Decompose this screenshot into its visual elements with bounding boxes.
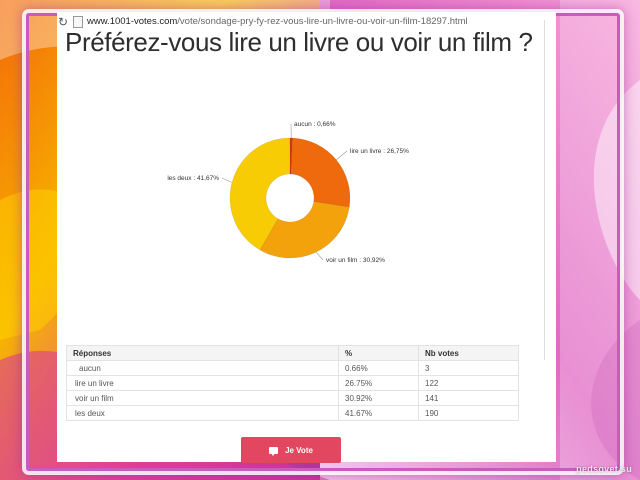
vote-button-label: Je Vote <box>285 445 313 455</box>
slice-label: lire un livre : 26,75% <box>350 148 409 155</box>
table-row: les deux 41.67% 190 <box>66 405 519 421</box>
header-votes: Nb votes <box>418 345 519 361</box>
slice-label: aucun : 0,66% <box>294 121 336 128</box>
slice-aucun <box>289 137 293 175</box>
cell-answer: lire un livre <box>66 375 339 391</box>
cell-percent: 41.67% <box>338 405 419 421</box>
leader-line <box>221 177 233 183</box>
cell-percent: 30.92% <box>338 390 419 406</box>
slice-voir-un-film <box>259 201 350 259</box>
reload-icon[interactable]: ↻ <box>58 15 69 29</box>
url-host: www.1001-votes.com <box>87 16 178 27</box>
header-responses: Réponses <box>66 345 339 361</box>
table-row: voir un film 30.92% 141 <box>66 390 519 406</box>
cell-votes: 122 <box>418 375 519 391</box>
column-divider <box>544 20 545 360</box>
poll-question: Préférez-vous lire un livre ou voir un f… <box>65 27 533 57</box>
slice-lire-un-livre <box>290 137 351 208</box>
table-row: aucun 0.66% 3 <box>66 360 519 376</box>
page-icon <box>73 16 83 28</box>
vote-button[interactable]: Je Vote <box>241 437 341 463</box>
slice-label: voir un film : 30,92% <box>326 257 385 264</box>
cell-percent: 0.66% <box>338 360 419 376</box>
cell-answer: aucun <box>66 360 339 376</box>
address-bar[interactable]: ↻ www.1001-votes.com/vote/sondage-pry-fy… <box>57 12 556 32</box>
header-percent: % <box>338 345 419 361</box>
cell-votes: 190 <box>418 405 519 421</box>
cell-percent: 26.75% <box>338 375 419 391</box>
results-table: Réponses % Nb votes aucun 0.66% 3 lire u… <box>66 345 519 421</box>
leader-line <box>336 150 348 161</box>
watermark: pedsovet.su <box>576 464 632 474</box>
cell-answer: les deux <box>66 405 339 421</box>
slice-les-deux <box>229 137 291 251</box>
url-path: /vote/sondage-pry-fy-rez-vous-lire-un-li… <box>177 16 468 27</box>
url-text[interactable]: www.1001-votes.com/vote/sondage-pry-fy-r… <box>87 16 468 27</box>
cell-votes: 141 <box>418 390 519 406</box>
leader-line <box>315 251 324 261</box>
cell-votes: 3 <box>418 360 519 376</box>
table-row: lire un livre 26.75% 122 <box>66 375 519 391</box>
cell-answer: voir un film <box>66 390 339 406</box>
speech-bubble-icon <box>269 446 279 456</box>
slice-label: les deux : 41,67% <box>167 175 219 182</box>
table-header-row: Réponses % Nb votes <box>66 345 519 361</box>
